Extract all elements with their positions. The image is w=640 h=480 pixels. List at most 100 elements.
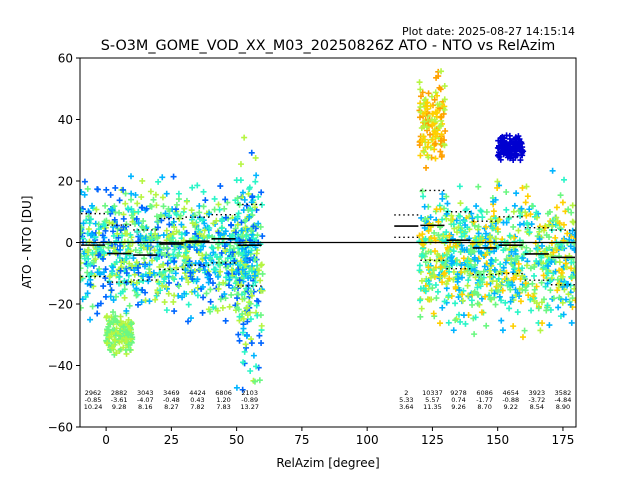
data-point xyxy=(154,235,161,242)
bin-mean-label: -0.48 xyxy=(163,396,180,404)
data-point xyxy=(222,248,229,255)
data-point xyxy=(258,261,265,268)
data-point xyxy=(429,121,436,128)
data-point xyxy=(122,335,129,342)
data-point xyxy=(430,266,437,273)
data-point xyxy=(210,249,217,256)
data-point xyxy=(553,204,560,211)
data-point xyxy=(80,220,87,227)
data-point xyxy=(137,232,144,239)
data-point xyxy=(422,250,429,257)
data-point xyxy=(569,227,576,234)
data-point xyxy=(207,286,214,293)
data-point xyxy=(508,256,515,263)
data-point xyxy=(131,220,138,227)
data-point xyxy=(524,193,531,200)
data-point xyxy=(437,264,444,271)
data-point xyxy=(431,96,438,103)
data-point xyxy=(444,200,451,207)
data-point xyxy=(250,352,257,359)
data-point xyxy=(100,255,107,262)
bin-count-label: 6086 xyxy=(476,389,493,397)
data-point xyxy=(477,207,484,214)
data-point xyxy=(498,297,505,304)
data-point xyxy=(503,269,510,276)
bin-mean-label: -0.88 xyxy=(502,396,519,404)
data-point xyxy=(252,279,259,286)
data-point xyxy=(563,264,570,271)
data-point xyxy=(432,130,439,137)
data-point xyxy=(472,274,479,281)
data-point xyxy=(502,299,509,306)
data-point xyxy=(539,242,546,249)
data-point xyxy=(513,190,520,197)
data-point xyxy=(81,255,88,262)
data-point xyxy=(200,233,207,240)
data-point xyxy=(559,199,566,206)
data-point xyxy=(257,312,264,319)
data-point xyxy=(427,274,434,281)
data-point xyxy=(127,326,134,333)
data-point xyxy=(538,299,545,306)
data-point xyxy=(153,256,160,263)
data-point xyxy=(84,185,91,192)
data-point xyxy=(144,243,151,250)
data-point xyxy=(439,258,446,265)
data-point xyxy=(116,274,123,281)
data-point xyxy=(522,199,529,206)
data-point xyxy=(80,224,85,231)
data-point xyxy=(439,195,446,202)
data-point xyxy=(431,248,438,255)
bin-mean-label: -3.72 xyxy=(528,396,545,404)
data-point xyxy=(439,279,446,286)
data-point xyxy=(514,309,521,316)
data-point xyxy=(559,273,566,280)
data-point xyxy=(163,307,170,314)
data-point xyxy=(469,215,476,222)
data-point xyxy=(452,300,459,307)
data-point xyxy=(160,262,167,269)
data-point xyxy=(183,198,190,205)
data-point xyxy=(161,299,168,306)
data-point xyxy=(486,267,493,274)
data-point xyxy=(502,259,509,266)
data-point xyxy=(453,260,460,267)
data-point xyxy=(194,182,201,189)
data-point xyxy=(565,281,572,288)
data-point xyxy=(248,247,255,254)
data-point xyxy=(510,157,517,164)
x-tick-label: 125 xyxy=(421,433,444,447)
data-point xyxy=(471,331,478,338)
data-point xyxy=(456,213,463,220)
data-point xyxy=(237,258,244,265)
data-point xyxy=(173,201,180,208)
data-point xyxy=(475,230,482,237)
data-point xyxy=(559,283,566,290)
data-point xyxy=(182,230,189,237)
bin-mean-label: 0.74 xyxy=(451,396,465,404)
data-point xyxy=(238,227,245,234)
data-point xyxy=(210,304,217,311)
data-point xyxy=(478,275,485,282)
data-point xyxy=(138,223,145,230)
data-point xyxy=(251,204,258,211)
data-point xyxy=(125,316,132,323)
data-point xyxy=(569,202,576,209)
data-point xyxy=(243,333,250,340)
data-point xyxy=(433,258,440,265)
data-point xyxy=(110,297,117,304)
data-point xyxy=(181,205,188,212)
data-point xyxy=(166,221,173,228)
data-point xyxy=(474,284,481,291)
data-point xyxy=(425,90,432,97)
data-point xyxy=(468,250,475,257)
bin-mean-label: -4.84 xyxy=(555,396,572,404)
data-point xyxy=(422,109,429,116)
data-point xyxy=(245,207,252,214)
data-point xyxy=(534,214,541,221)
data-point xyxy=(497,261,504,268)
data-point xyxy=(117,318,124,325)
data-point xyxy=(565,291,572,298)
data-point xyxy=(209,280,216,287)
